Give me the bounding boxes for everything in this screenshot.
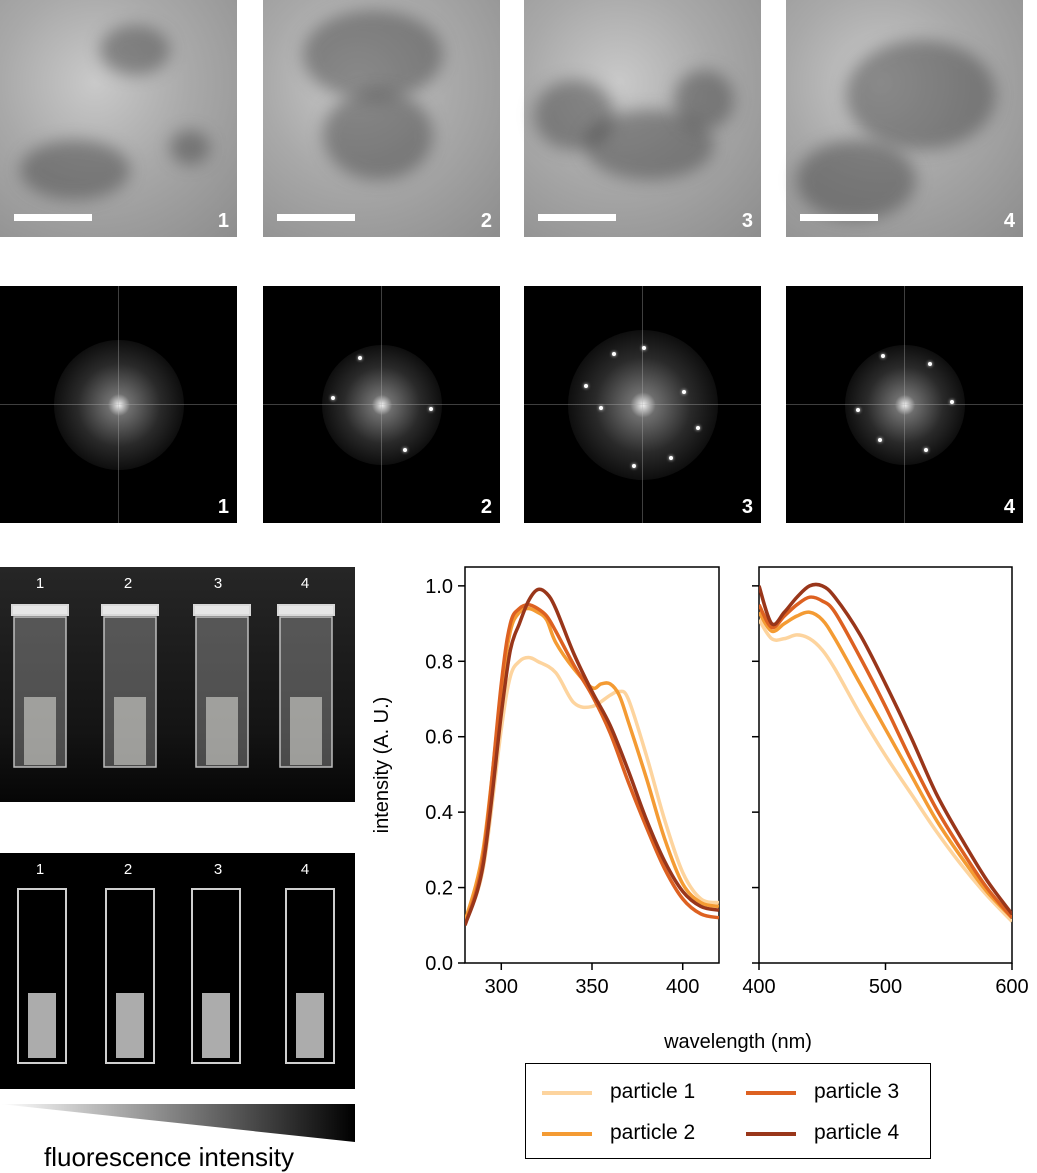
left-panel-series-4	[465, 587, 719, 926]
scale-bar	[277, 214, 355, 221]
legend-label-particle-2: particle 2	[610, 1121, 696, 1144]
y-tick-label: 0.2	[425, 878, 453, 900]
tem-image-4: 4	[786, 0, 1023, 237]
cuvette-photo-ambient: 1 2 3 4	[0, 567, 355, 802]
left-axes-frame	[464, 566, 720, 964]
y-tick-label: 0.6	[425, 727, 453, 749]
fft-image-3: 3	[524, 286, 761, 523]
tem-image-3: 3	[524, 0, 761, 237]
fluorescence-gradient-wedge	[0, 1104, 355, 1142]
cuvette-photo-uv: 1 2 3 4	[0, 853, 355, 1089]
cuvette-label-2: 2	[123, 861, 133, 878]
right-panel-series-3	[759, 595, 1012, 919]
panel-number: 1	[217, 210, 229, 232]
panel-number: 3	[741, 210, 753, 232]
right-panel-series-2	[759, 610, 1012, 919]
x-tick-label: 500	[869, 976, 902, 998]
cuvette-label-4: 4	[300, 861, 310, 878]
tem-image-2: 2	[263, 0, 500, 237]
tem-image-1: 1	[0, 0, 237, 237]
left-panel-series-3	[465, 602, 719, 926]
y-axis-label: intensity (A. U.)	[371, 697, 393, 834]
cuvettes-uv	[17, 888, 335, 1064]
cuvette-label-2: 2	[123, 575, 133, 592]
panel-number: 3	[741, 496, 753, 518]
left-panel-series-1	[465, 655, 719, 923]
x-tick-label: 350	[575, 976, 608, 998]
fft-image-2: 2	[263, 286, 500, 523]
legend-swatches	[542, 1091, 796, 1136]
cuvette-label-3: 3	[213, 575, 223, 592]
right-axes-frame	[758, 566, 1013, 964]
x-tick-label: 400	[742, 976, 775, 998]
y-tick-label: 0.8	[425, 651, 453, 673]
x-tick-label: 600	[995, 976, 1028, 998]
x-tick-label: 400	[666, 976, 699, 998]
y-tick-label: 0.0	[425, 953, 453, 975]
scale-bar	[14, 214, 92, 221]
gradient-caption: fluorescence intensity	[44, 1142, 295, 1172]
left-panel-series-2	[465, 606, 719, 922]
panel-number: 2	[480, 496, 492, 518]
scale-bar	[800, 214, 878, 221]
y-tick-label: 0.4	[425, 802, 453, 824]
cuvettes-ambient	[11, 604, 335, 768]
panel-number: 1	[217, 496, 229, 518]
cuvette-label-1: 1	[35, 861, 45, 878]
right-panel-series-1	[759, 618, 1012, 923]
y-tick-label: 1.0	[425, 576, 453, 598]
scale-bar	[538, 214, 616, 221]
fft-image-1: 1	[0, 286, 237, 523]
chart-legend: particle 1 particle 2 particle 3 particl…	[525, 1063, 931, 1159]
x-tick-label: 300	[485, 976, 518, 998]
cuvette-label-1: 1	[35, 575, 45, 592]
x-axis-label: wavelength (nm)	[663, 1031, 812, 1053]
panel-number: 4	[1003, 210, 1015, 232]
cuvette-label-3: 3	[213, 861, 223, 878]
right-panel-series-4	[759, 582, 1012, 916]
legend-label-particle-4: particle 4	[814, 1121, 900, 1144]
legend-label-particle-1: particle 1	[610, 1080, 696, 1103]
panel-number: 4	[1003, 496, 1015, 518]
cuvette-label-4: 4	[300, 575, 310, 592]
fft-image-4: 4	[786, 286, 1023, 523]
panel-number: 2	[480, 210, 492, 232]
legend-label-particle-3: particle 3	[814, 1080, 900, 1103]
